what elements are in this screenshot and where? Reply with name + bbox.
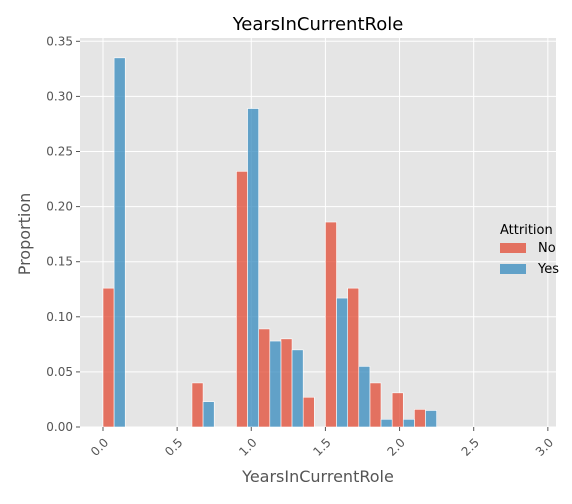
bar-no-10 — [325, 222, 336, 427]
bar-no-13 — [392, 393, 403, 427]
bar-no-4 — [192, 383, 203, 427]
bar-yes-13 — [403, 419, 414, 427]
bar-yes-14 — [426, 410, 437, 427]
legend-swatch-no — [500, 243, 526, 253]
bar-no-6 — [236, 171, 247, 427]
y-tick-label: 0.30 — [46, 89, 73, 103]
bar-no-12 — [370, 383, 381, 427]
bar-yes-11 — [359, 366, 370, 427]
legend-title: Attrition — [500, 223, 553, 238]
y-tick-label: 0.35 — [46, 34, 73, 48]
bar-yes-4 — [203, 402, 214, 427]
y-tick-label: 0.20 — [46, 200, 73, 214]
bar-yes-8 — [292, 350, 303, 427]
legend-swatch-yes — [500, 264, 526, 274]
y-tick-label: 0.25 — [46, 145, 73, 159]
x-axis-label: YearsInCurrentRole — [241, 467, 394, 486]
chart-title: YearsInCurrentRole — [232, 14, 404, 35]
legend-label-no: No — [538, 241, 556, 256]
bar-no-11 — [348, 288, 359, 427]
y-tick-label: 0.10 — [46, 310, 73, 324]
bar-yes-7 — [270, 341, 281, 427]
bar-no-9 — [303, 397, 314, 427]
legend-label-yes: Yes — [537, 262, 559, 277]
bar-no-7 — [259, 329, 270, 427]
y-tick-label: 0.15 — [46, 255, 73, 269]
bar-no-14 — [414, 409, 425, 427]
bar-no-0 — [103, 288, 114, 427]
bar-yes-6 — [248, 109, 259, 427]
bar-yes-12 — [381, 419, 392, 427]
y-tick-label: 0.00 — [46, 420, 73, 434]
y-tick-label: 0.05 — [46, 365, 73, 379]
y-axis-label: Proportion — [15, 193, 34, 276]
bar-yes-0 — [114, 58, 125, 427]
bar-no-8 — [281, 339, 292, 427]
bar-yes-10 — [337, 298, 348, 427]
